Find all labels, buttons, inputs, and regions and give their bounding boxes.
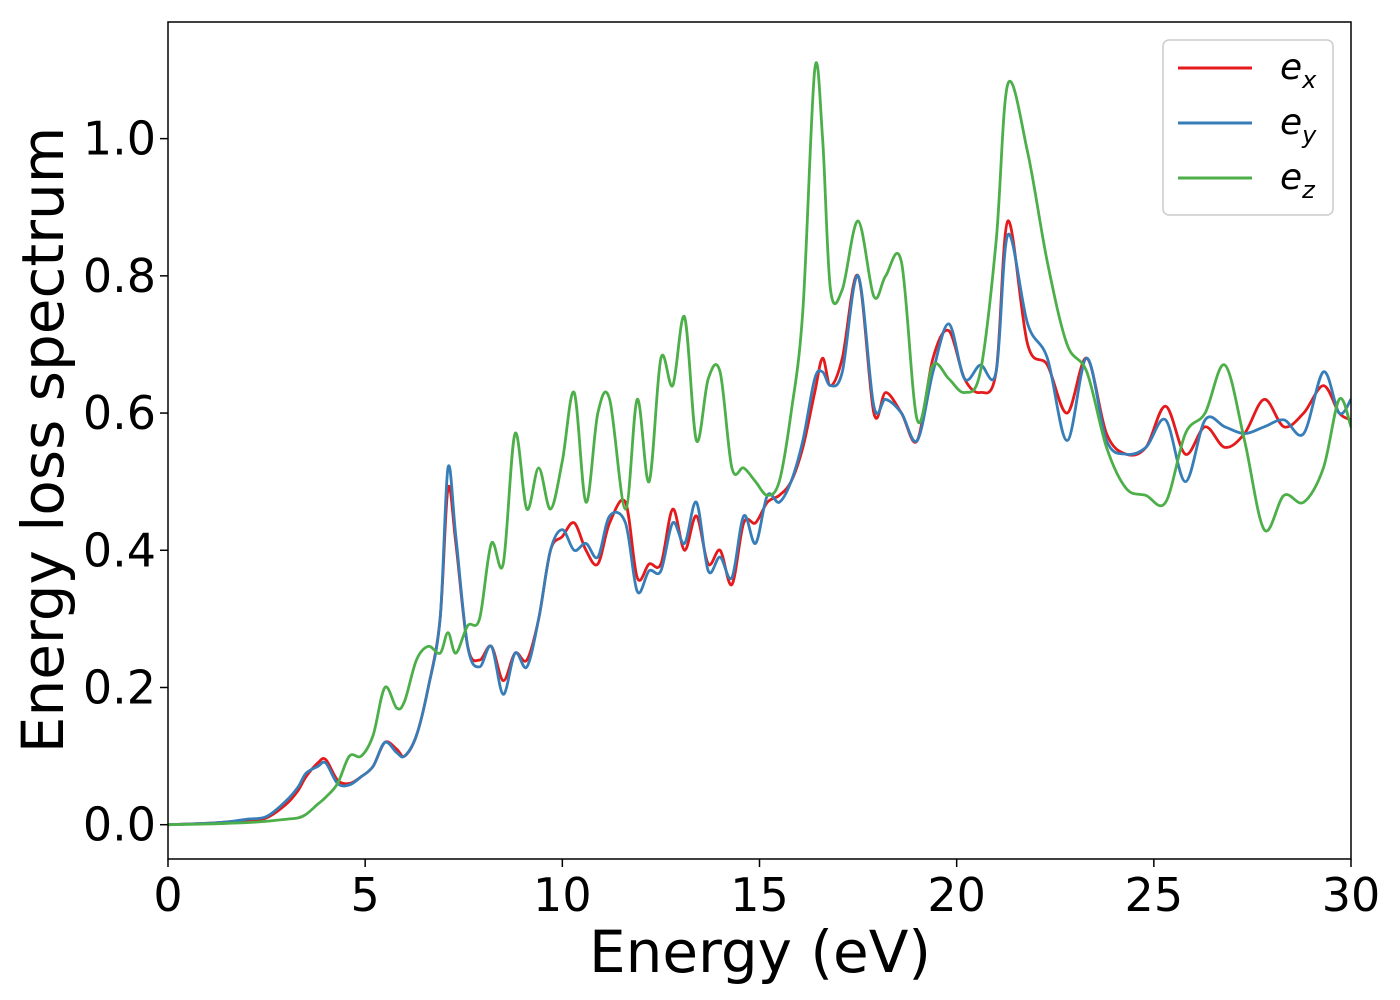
y-axis-ticks: 0.0 0.2 0.4 0.6 0.8 1.0 bbox=[83, 112, 168, 852]
x-axis-label: Energy (eV) bbox=[589, 918, 931, 986]
x-tick-label: 5 bbox=[351, 868, 380, 922]
y-tick-label: 1.0 bbox=[83, 112, 156, 166]
series-lines bbox=[168, 61, 1351, 827]
y-axis-label: Energy loss spectrum bbox=[9, 127, 77, 753]
x-tick-label: 15 bbox=[730, 868, 789, 922]
x-tick-label: 20 bbox=[927, 868, 986, 922]
x-tick-label: 0 bbox=[153, 868, 182, 922]
legend-label-x: ex bbox=[1280, 47, 1317, 94]
legend: ex ey ez bbox=[1162, 39, 1334, 216]
y-tick-label: 0.6 bbox=[83, 386, 156, 440]
x-axis-ticks: 0 5 10 15 20 25 30 bbox=[153, 859, 1380, 922]
y-tick-label: 0.0 bbox=[83, 798, 156, 852]
x-tick-label: 30 bbox=[1322, 868, 1381, 922]
legend-box bbox=[1162, 39, 1334, 216]
y-tick-label: 0.8 bbox=[83, 249, 156, 303]
plot-frame bbox=[167, 21, 1352, 860]
legend-label-z: ez bbox=[1280, 157, 1316, 204]
x-tick-label: 25 bbox=[1125, 868, 1184, 922]
plot-background bbox=[168, 22, 1351, 859]
y-tick-label: 0.2 bbox=[83, 660, 156, 714]
legend-label-y: ey bbox=[1280, 102, 1317, 149]
y-tick-label: 0.4 bbox=[83, 523, 156, 577]
series-line-y bbox=[168, 233, 1351, 827]
series-line-z bbox=[168, 61, 1351, 827]
x-tick-label: 10 bbox=[533, 868, 592, 922]
